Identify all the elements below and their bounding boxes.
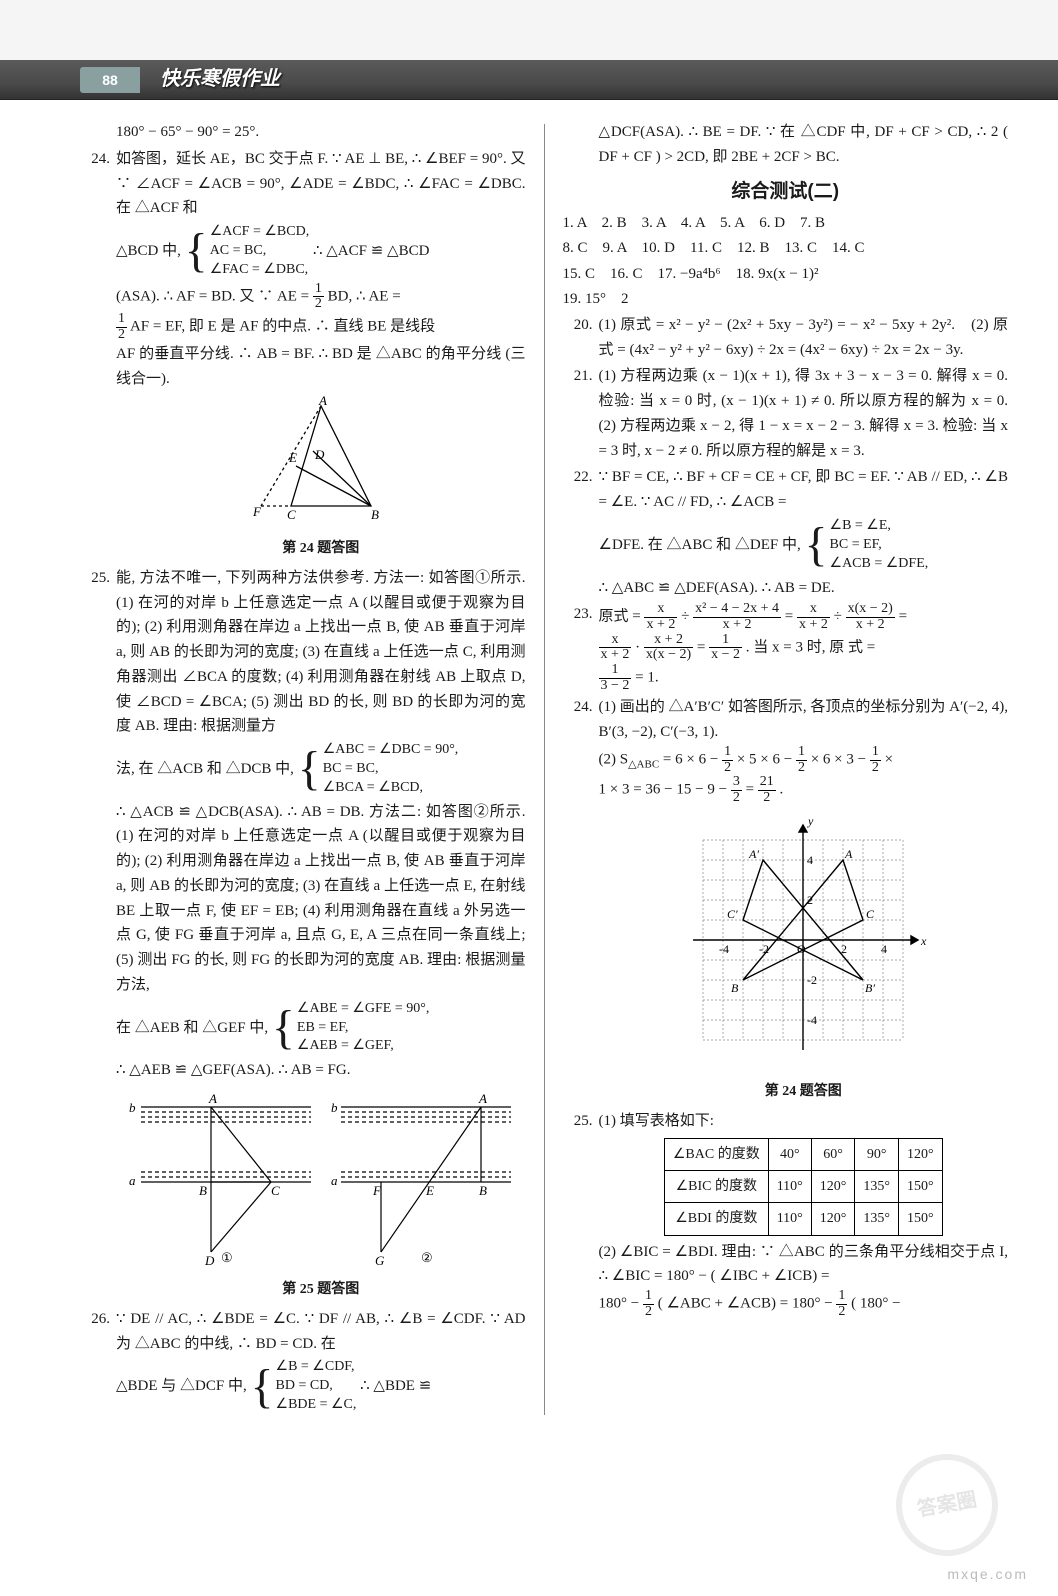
q25-cases2: { ∠ABE = ∠GFE = 90°, EB = EF, ∠AEB = ∠GE…	[272, 1000, 430, 1057]
svg-text:x: x	[920, 934, 927, 948]
q26-cases: { ∠B = ∠CDF, BD = CD, ∠BDE = ∠C,	[250, 1358, 356, 1415]
svg-text:G: G	[375, 1253, 385, 1267]
svg-text:C: C	[287, 507, 296, 522]
svg-text:C: C	[271, 1183, 280, 1198]
q25-number: 25.	[80, 566, 116, 1305]
q24-text3a: AF = EF, 即 E 是 AF 的中点. ∴ 直线 BE 是线段	[130, 319, 435, 335]
svg-text:A: A	[844, 847, 853, 861]
svg-text:b: b	[129, 1100, 136, 1115]
svg-text:E: E	[288, 450, 297, 465]
q20: 20. (1) 原式 = x² − y² − (2x² + 5xy − 3y²)…	[563, 313, 1009, 363]
q25-left: 25. 能, 方法不唯一, 下列两种方法供参考. 方法一: 如答图①所示. (1…	[80, 566, 526, 1305]
svg-text:F: F	[252, 504, 262, 519]
mc-line4: 19. 15° 2	[563, 287, 1009, 313]
svg-text:a: a	[331, 1173, 338, 1188]
svg-text:A′: A′	[748, 847, 759, 861]
svg-text:A: A	[478, 1091, 487, 1106]
page: 88 快乐寒假作业 180° − 65° − 90° = 25°. 24. 如答…	[0, 60, 1058, 1596]
svg-text:D: D	[314, 447, 325, 462]
svg-text:-4: -4	[807, 1013, 817, 1027]
q24-cases1-prefix: △BCD 中,	[116, 243, 185, 259]
two-columns: 180° − 65° − 90° = 25°. 24. 如答图，延长 AE，BC…	[80, 120, 1008, 1419]
q24-left-figure: A E D F C B 第 24 题答图	[116, 396, 526, 560]
q21: 21. (1) 方程两边乘 (x − 1)(x + 1), 得 3x + 3 −…	[563, 364, 1009, 463]
section-title: 综合测试(二)	[563, 176, 1009, 207]
q24-text3b: AF 的垂直平分线. ∴ AB = BF. ∴ BD 是 △ABC 的角平分线 …	[116, 346, 526, 387]
svg-text:4: 4	[807, 853, 813, 867]
q25-table: ∠BAC 的度数 40° 60° 90° 120° ∠BIC 的度数 110° …	[664, 1138, 943, 1235]
page-number: 88	[80, 67, 140, 93]
header-title: 快乐寒假作业	[160, 63, 280, 96]
svg-text:B′: B′	[865, 981, 875, 995]
right-column: △DCF(ASA). ∴ BE = DF. ∵ 在 △CDF 中, DF + C…	[563, 120, 1009, 1419]
q26-cases-prefix: △BDE 与 △DCF 中,	[116, 1378, 250, 1394]
q24-left-figcap: 第 24 题答图	[116, 537, 526, 560]
svg-text:②: ②	[421, 1250, 433, 1265]
q26-text1: ∵ DE // AC, ∴ ∠BDE = ∠C. ∵ DF // AB, ∴ ∠…	[116, 1311, 526, 1352]
mc-line3: 15. C 16. C 17. −9a⁴b⁶ 18. 9x(x − 1)²	[563, 262, 1009, 288]
svg-text:B: B	[371, 507, 379, 522]
svg-text:A: A	[318, 396, 327, 408]
svg-text:4: 4	[881, 942, 887, 956]
svg-text:F: F	[372, 1183, 382, 1198]
q25-text1: 能, 方法不唯一, 下列两种方法供参考. 方法一: 如答图①所示. (1) 在河…	[116, 570, 526, 735]
mc-line1: 1. A 2. B 3. A 4. A 5. A 6. D 7. B	[563, 211, 1009, 237]
q24-text2b: BD, ∴ AE =	[328, 288, 401, 304]
q25-text3: ∴ △AEB ≌ △GEF(ASA). ∴ AB = FG.	[116, 1062, 350, 1078]
left-column: 180° − 65° − 90° = 25°. 24. 如答图，延长 AE，BC…	[80, 120, 526, 1419]
q24-text1: 如答图，延长 AE，BC 交于点 F. ∵ AE ⊥ BE, ∴ ∠BEF = …	[116, 151, 526, 217]
svg-text:b: b	[331, 1100, 338, 1115]
q25-cases1-prefix: 法, 在 △ACB 和 △DCB 中,	[116, 761, 298, 777]
stamp-watermark: 答案圈	[888, 1446, 1006, 1564]
q23: 23. 原式 = xx + 2 ÷ x² − 4 − 2x + 4x + 2 =…	[563, 602, 1009, 693]
svg-text:B: B	[199, 1183, 207, 1198]
q26-left: 26. ∵ DE // AC, ∴ ∠BDE = ∠C. ∵ DF // AB,…	[80, 1307, 526, 1417]
svg-text:a: a	[129, 1173, 136, 1188]
q24-right-figure: -4-2 O 24 42 -2-4 x y	[599, 810, 1009, 1104]
url-watermark: mxqe.com	[947, 1563, 1028, 1586]
q25-cases2-prefix: 在 △AEB 和 △GEF 中,	[116, 1019, 272, 1035]
svg-text:-4: -4	[719, 942, 729, 956]
q24-cases1-suffix: ∴ △ACF ≌ △BCD	[313, 243, 429, 259]
svg-text:C′: C′	[727, 907, 738, 921]
q24-left: 24. 如答图，延长 AE，BC 交于点 F. ∵ AE ⊥ BE, ∴ ∠BE…	[80, 147, 526, 564]
svg-text:B: B	[479, 1183, 487, 1198]
svg-text:E: E	[425, 1183, 434, 1198]
pre-line: 180° − 65° − 90° = 25°.	[80, 120, 526, 145]
svg-text:-2: -2	[807, 973, 817, 987]
q24-text2a: (ASA). ∴ AF = BD. 又 ∵ AE =	[116, 288, 313, 304]
q26-cases-suffix: ∴ △BDE ≌	[360, 1378, 431, 1394]
column-divider	[544, 124, 545, 1415]
svg-text:D: D	[204, 1253, 215, 1267]
mc-line2: 8. C 9. A 10. D 11. C 12. B 13. C 14. C	[563, 236, 1009, 262]
q26-cont: △DCF(ASA). ∴ BE = DF. ∵ 在 △CDF 中, DF + C…	[563, 120, 1009, 170]
q25-figure: b a A B C D ①	[116, 1087, 526, 1301]
q25-right: 25. (1) 填写表格如下: ∠BAC 的度数 40° 60° 90° 120…	[563, 1109, 1009, 1319]
svg-text:B: B	[731, 981, 739, 995]
svg-text:①: ①	[221, 1250, 233, 1265]
q25-figcap: 第 25 题答图	[116, 1278, 526, 1301]
header-band: 88 快乐寒假作业	[0, 60, 1058, 100]
q26-number: 26.	[80, 1307, 116, 1417]
q24-number: 24.	[80, 147, 116, 564]
q25-cases1: { ∠ABC = ∠DBC = 90°, BC = BC, ∠BCA = ∠BC…	[298, 741, 459, 798]
q22: 22. ∵ BF = CE, ∴ BF + CF = CE + CF, 即 BC…	[563, 465, 1009, 600]
q22-cases: { ∠B = ∠E, BC = EF, ∠ACB = ∠DFE,	[804, 517, 928, 574]
svg-text:C: C	[866, 907, 875, 921]
svg-text:A: A	[208, 1091, 217, 1106]
q24-cases1: { ∠ACF = ∠BCD, AC = BC, ∠FAC = ∠DBC,	[185, 223, 310, 280]
q24-right-figcap: 第 24 题答图	[599, 1080, 1009, 1103]
q24-right: 24. (1) 画出的 △A′B′C′ 如答图所示, 各顶点的坐标分别为 A′(…	[563, 695, 1009, 1107]
q25-text2: ∴ △ACB ≌ △DCB(ASA). ∴ AB = DB. 方法二: 如答图②…	[116, 804, 526, 993]
svg-text:y: y	[807, 814, 814, 828]
